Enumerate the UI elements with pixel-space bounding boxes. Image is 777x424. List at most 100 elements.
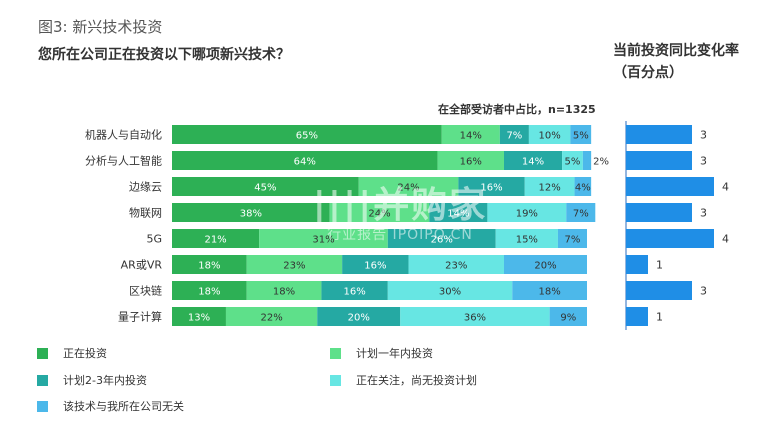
category-label: 机器人与自动化 [85,128,162,142]
bar-segment [512,281,587,300]
data-label: 36% [464,313,486,324]
bar-segment [342,255,409,274]
data-label: 24% [397,183,419,194]
bar-segment [172,255,247,274]
yoy-label: 4 [722,181,729,194]
data-label: 12% [539,183,561,194]
bar-segment [524,177,575,196]
right-chart-title: 当前投资同比变化率 （百分点） [613,40,739,84]
bar-segment [408,255,504,274]
data-label: 18% [539,287,561,298]
bar-segment [562,151,583,170]
bar-segment [172,151,438,170]
bar-segment [504,255,587,274]
legend-label: 正在关注，尚无投资计划 [356,374,477,387]
category-label: 分析与人工智能 [85,154,162,168]
bar-segment [495,229,558,248]
bar-segment [172,307,226,326]
data-label: 20% [348,313,370,324]
data-label: 38% [240,209,262,220]
bar-segment [549,307,587,326]
legend-label: 计划一年内投资 [356,347,433,360]
bar-segment [441,125,500,144]
bar-segment [259,229,388,248]
data-label: 16% [343,287,365,298]
yoy-bar [626,255,648,274]
yoy-label: 3 [700,155,707,168]
data-label: 7% [565,235,581,246]
data-label: 21% [204,235,226,246]
figure-label: 图3: 新兴技术投资 [38,18,163,36]
legend-label: 计划2-3年内投资 [63,374,147,387]
data-label: 18% [198,261,220,272]
data-label: 23% [445,261,467,272]
bar-segment [387,229,496,248]
bar-segment [504,151,563,170]
yoy-label: 3 [700,285,707,298]
legend-item: 计划一年内投资 [330,345,433,361]
bar-segment [172,177,359,196]
bar-segment [172,229,260,248]
right-title-line2: （百分点） [613,65,683,81]
data-label: 9% [560,313,576,324]
data-label: 5% [565,157,581,168]
bar-segment [458,177,525,196]
bar-segment [429,203,488,222]
bar-segment [499,125,529,144]
legend-swatch [37,374,48,386]
category-label: 物联网 [129,206,162,220]
yoy-label: 3 [700,129,707,142]
yoy-label: 1 [656,311,663,324]
bar-segment [557,229,587,248]
data-label: 13% [188,313,210,324]
data-label: 30% [439,287,461,298]
legend-item: 该技术与我所在公司无关 [37,398,184,414]
legend-swatch [330,347,341,359]
yoy-bar [626,307,648,326]
data-label: 23% [283,261,305,272]
data-label: 18% [198,287,220,298]
data-label: 16% [460,157,482,168]
bar-segment [246,281,322,300]
bar-segment [437,151,504,170]
data-label: 45% [254,183,276,194]
legend-label: 正在投资 [63,347,107,360]
legend-label: 该技术与我所在公司无关 [63,400,184,413]
data-label: 16% [364,261,386,272]
category-label: AR或VR [121,259,163,272]
data-label: 19% [516,209,538,220]
right-title-line1: 当前投资同比变化率 [613,43,739,59]
data-label: 22% [260,313,282,324]
yoy-label: 3 [700,207,707,220]
data-label: 65% [296,131,318,142]
data-label: 24% [368,209,390,220]
data-label: 5% [573,131,589,142]
bar-segment [387,281,513,300]
yoy-bar [626,229,714,248]
data-label: 14% [522,157,544,168]
data-label: 7% [506,131,522,142]
legend-swatch [330,374,341,386]
yoy-label: 1 [656,259,663,272]
data-label: 18% [273,287,295,298]
yoy-bar [626,281,692,300]
legend-item: 正在投资 [37,345,107,361]
legend-swatch [37,347,48,359]
category-label: 5G [146,233,162,246]
bar-segment [317,307,401,326]
yoy-bar [626,125,692,144]
data-label: 4% [575,183,591,194]
bar-segment [225,307,318,326]
chart-title: 您所在公司正在投资以下哪项新兴技术？ [38,47,290,63]
data-label: 7% [573,209,589,220]
bar-segment [487,203,567,222]
category-label: 边缘云 [129,181,162,194]
yoy-bar [626,203,692,222]
yoy-bar [626,177,714,196]
bar-segment [400,307,550,326]
bar-segment [172,125,442,144]
bar-segment [172,281,247,300]
bar-segment [528,125,571,144]
legend-swatch [37,400,48,412]
